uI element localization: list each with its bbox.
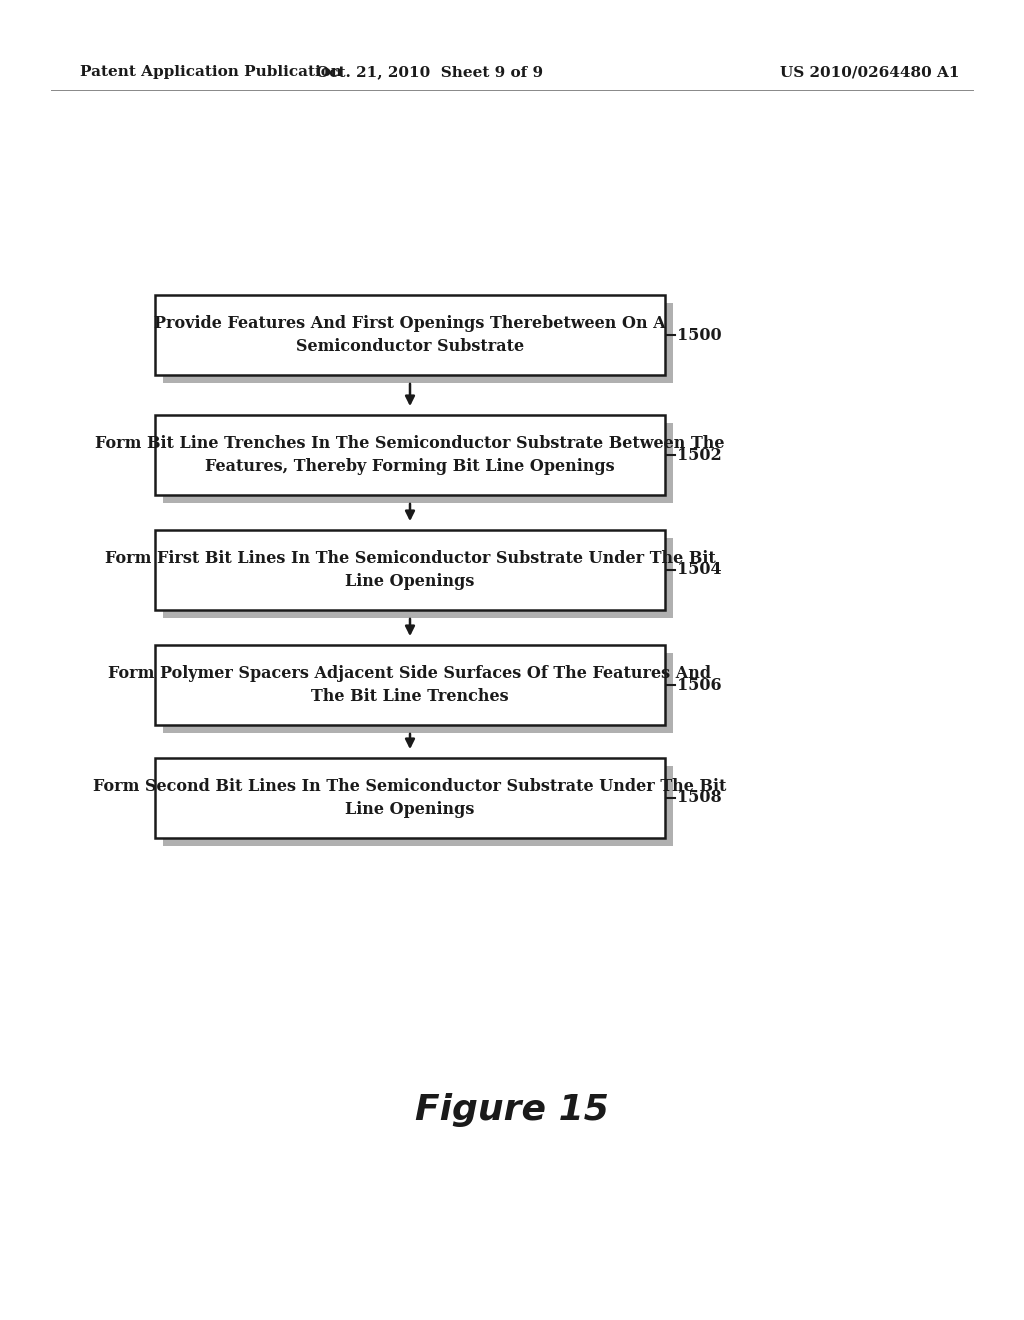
- Bar: [155, 531, 665, 610]
- Text: 1506: 1506: [677, 676, 722, 693]
- Text: Form Polymer Spacers Adjacent Side Surfaces Of The Features And
The Bit Line Tre: Form Polymer Spacers Adjacent Side Surfa…: [109, 665, 712, 705]
- Text: US 2010/0264480 A1: US 2010/0264480 A1: [780, 65, 959, 79]
- Bar: [163, 539, 673, 618]
- Text: Form Second Bit Lines In The Semiconductor Substrate Under The Bit
Line Openings: Form Second Bit Lines In The Semiconduct…: [93, 779, 727, 817]
- Text: Provide Features And First Openings Therebetween On A
Semiconductor Substrate: Provide Features And First Openings Ther…: [155, 315, 666, 355]
- Text: Oct. 21, 2010  Sheet 9 of 9: Oct. 21, 2010 Sheet 9 of 9: [316, 65, 544, 79]
- Text: 1508: 1508: [677, 789, 722, 807]
- Bar: [155, 645, 665, 725]
- Text: 1504: 1504: [677, 561, 722, 578]
- Bar: [163, 653, 673, 733]
- Text: Form Bit Line Trenches In The Semiconductor Substrate Between The
Features, Ther: Form Bit Line Trenches In The Semiconduc…: [95, 436, 725, 475]
- Text: Form First Bit Lines In The Semiconductor Substrate Under The Bit
Line Openings: Form First Bit Lines In The Semiconducto…: [104, 550, 716, 590]
- Text: Patent Application Publication: Patent Application Publication: [80, 65, 342, 79]
- Bar: [163, 422, 673, 503]
- Bar: [155, 414, 665, 495]
- Bar: [163, 304, 673, 383]
- Text: 1502: 1502: [677, 446, 722, 463]
- Bar: [155, 758, 665, 838]
- Text: Figure 15: Figure 15: [415, 1093, 609, 1127]
- Bar: [163, 766, 673, 846]
- Text: 1500: 1500: [677, 326, 722, 343]
- Bar: [155, 294, 665, 375]
